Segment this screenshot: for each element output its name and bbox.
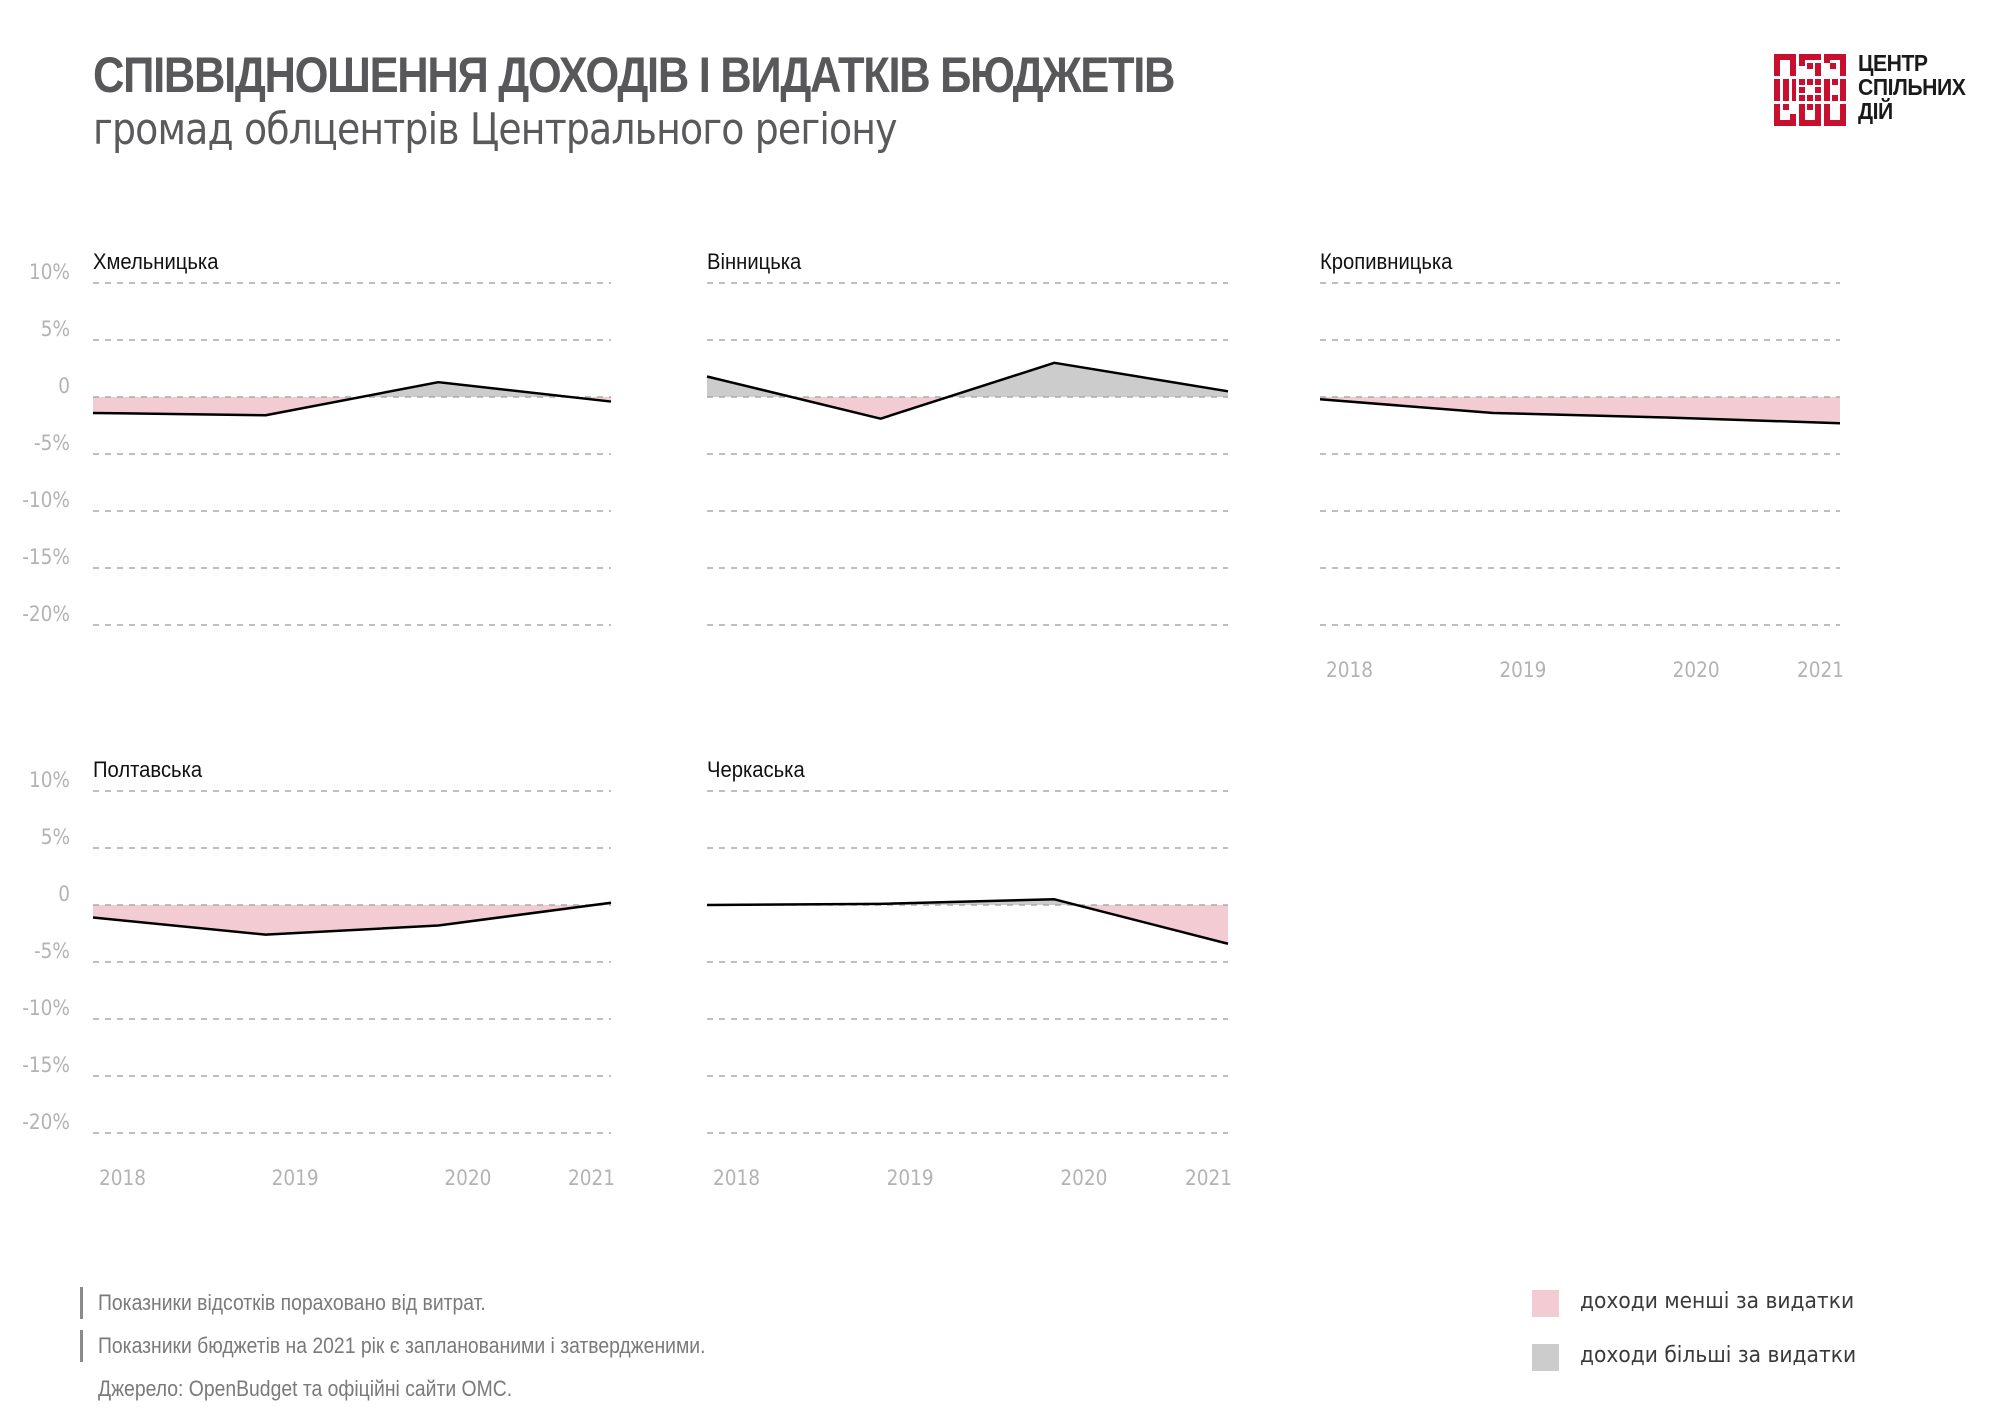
deficit-area bbox=[707, 905, 1228, 944]
deficit-area bbox=[707, 397, 1228, 419]
y-tick-label: 10% bbox=[29, 768, 70, 792]
y-tick-label: 5% bbox=[41, 825, 70, 849]
chart-title: Хмельницька bbox=[93, 250, 219, 274]
logo-line: ЦЕНТР bbox=[1858, 50, 1928, 76]
chart-panel: Черкаська 2018 2019 2020 2021 bbox=[706, 758, 1232, 1190]
note-bar bbox=[80, 1287, 83, 1319]
surplus-area bbox=[707, 362, 1228, 397]
legend-swatch-deficit bbox=[1532, 1290, 1559, 1317]
legend-swatch-surplus bbox=[1532, 1344, 1559, 1371]
footer-source: Джерело: OpenBudget та офіційні сайти ОМ… bbox=[98, 1376, 513, 1401]
y-tick-label: -20% bbox=[22, 1110, 70, 1134]
series-line bbox=[92, 901, 612, 936]
series-line bbox=[706, 898, 1229, 945]
y-tick-label: 5% bbox=[41, 317, 70, 341]
surplus-area bbox=[93, 382, 611, 397]
logo-line: ДІЙ bbox=[1858, 98, 1893, 124]
logo: ЦЕНТР СПІЛЬНИХ ДІЙ bbox=[1774, 50, 2014, 126]
page-subtitle: громад облцентрів Центрального регіону bbox=[93, 104, 898, 155]
y-tick-label: 0 bbox=[58, 882, 70, 906]
series-line bbox=[706, 361, 1229, 420]
chart-panel: Хмельницька 10% 5% 0 -5% -10% -15% -20% bbox=[22, 250, 612, 626]
y-tick-label: -15% bbox=[22, 1053, 70, 1077]
y-tick-label: -5% bbox=[34, 431, 70, 455]
chart-panel: Полтавська 10% 5% 0 -5% -10% -15% -20% 2018 2019 2… bbox=[22, 758, 615, 1190]
logo-text: ЦЕНТР СПІЛЬНИХ ДІЙ bbox=[1858, 50, 1966, 124]
chart-title: Полтавська bbox=[93, 758, 202, 782]
y-tick-label: 0 bbox=[58, 374, 70, 398]
footer-note: Показники бюджетів на 2021 рік є заплано… bbox=[98, 1333, 706, 1358]
x-tick-label: 2019 bbox=[272, 1166, 319, 1190]
x-tick-label: 2018 bbox=[713, 1166, 760, 1190]
y-tick-label: -20% bbox=[22, 602, 70, 626]
x-tick-label: 2021 bbox=[1185, 1166, 1232, 1190]
logo-line: СПІЛЬНИХ bbox=[1858, 74, 1966, 100]
logo-mark-icon bbox=[1774, 54, 1846, 126]
x-tick-label: 2021 bbox=[568, 1166, 615, 1190]
x-tick-label: 2018 bbox=[1326, 658, 1373, 682]
deficit-area bbox=[93, 397, 611, 416]
deficit-area bbox=[93, 905, 611, 935]
page-title: СПІВВІДНОШЕННЯ ДОХОДІВ І ВИДАТКІВ БЮДЖЕТ… bbox=[93, 47, 1175, 103]
footer-note: Показники відсотків пораховано від витра… bbox=[98, 1290, 486, 1315]
y-tick-label: -5% bbox=[34, 939, 70, 963]
chart-panel: Вінницька bbox=[706, 250, 1229, 626]
x-tick-label: 2020 bbox=[444, 1166, 491, 1190]
x-tick-label: 2019 bbox=[1499, 658, 1546, 682]
y-tick-label: -10% bbox=[22, 488, 70, 512]
x-tick-label: 2018 bbox=[99, 1166, 146, 1190]
chart-title: Вінницька bbox=[707, 250, 802, 274]
y-tick-label: -15% bbox=[22, 545, 70, 569]
x-tick-label: 2021 bbox=[1797, 658, 1844, 682]
deficit-area bbox=[1320, 397, 1840, 424]
x-tick-label: 2020 bbox=[1060, 1166, 1107, 1190]
series-line bbox=[1319, 398, 1841, 425]
chart-title: Черкаська bbox=[707, 758, 805, 782]
chart-panel: Кропивницька 2018 2019 2020 2021 bbox=[1319, 250, 1844, 682]
legend-label-deficit: доходи менші за видатки bbox=[1580, 1289, 1855, 1314]
series-line bbox=[92, 380, 612, 417]
x-tick-label: 2019 bbox=[887, 1166, 934, 1190]
y-tick-label: -10% bbox=[22, 996, 70, 1020]
chart-title: Кропивницька bbox=[1320, 250, 1453, 274]
note-bar bbox=[80, 1330, 83, 1362]
y-tick-label: 10% bbox=[29, 260, 70, 284]
legend-label-surplus: доходи більші за видатки bbox=[1580, 1343, 1857, 1368]
x-tick-label: 2020 bbox=[1673, 658, 1720, 682]
